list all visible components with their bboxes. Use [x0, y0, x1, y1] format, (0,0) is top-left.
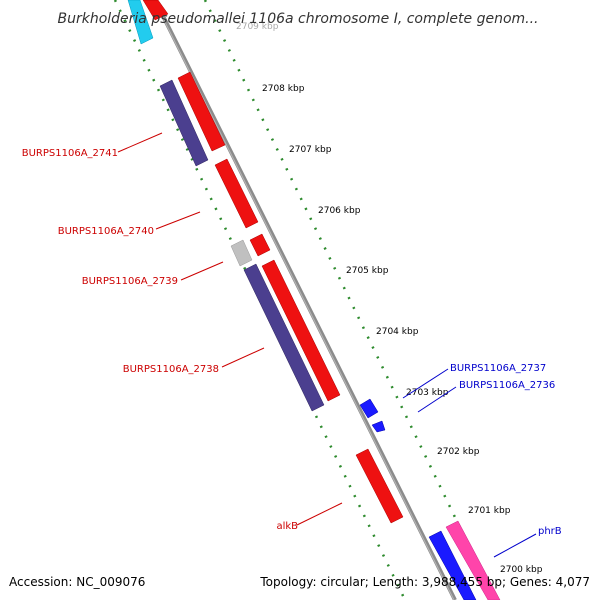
- gene-feature[interactable]: [249, 233, 271, 257]
- scale-label-2706: 2706 kbp: [318, 206, 361, 216]
- scale-label-2702: 2702 kbp: [437, 447, 480, 457]
- scale-labels: 2709 kbp 2708 kbp 2707 kbp 2706 kbp 2705…: [236, 22, 543, 575]
- scale-label-2705: 2705 kbp: [346, 266, 389, 276]
- map-title: Burkholderia pseudomallei 1106a chromoso…: [57, 11, 538, 27]
- gene-track-forward: [142, 0, 501, 600]
- inner-tick-track: [113, 0, 407, 600]
- scale-label-2701: 2701 kbp: [468, 506, 511, 516]
- gene-label[interactable]: BURPS1106A_2739: [82, 276, 178, 287]
- gene-feature[interactable]: [355, 448, 404, 524]
- gene-feature[interactable]: [159, 79, 209, 167]
- outer-tick-track: [203, 0, 497, 600]
- gene-label[interactable]: alkB: [276, 521, 298, 532]
- gene-label[interactable]: BURPS1106A_2736: [459, 380, 555, 391]
- gene-labels: BURPS1106A_2741 BURPS1106A_2740 BURPS110…: [22, 148, 562, 537]
- scale-label-2707: 2707 kbp: [289, 145, 332, 155]
- gene-label[interactable]: BURPS1106A_2737: [450, 363, 546, 374]
- gene-feature[interactable]: [261, 259, 341, 402]
- scale-label-2700: 2700 kbp: [500, 565, 543, 575]
- chromosome-backbone-shade: [153, 0, 455, 600]
- genome-summary-text: Topology: circular; Length: 3,988,455 bp…: [259, 575, 590, 589]
- gene-track-reverse: [127, 0, 477, 600]
- gene-feature[interactable]: [230, 239, 253, 267]
- accession-text: Accession: NC_009076: [9, 575, 145, 589]
- gene-label[interactable]: phrB: [538, 526, 562, 537]
- label-connectors: [117, 132, 537, 558]
- gene-feature[interactable]: [371, 420, 386, 433]
- gene-label[interactable]: BURPS1106A_2741: [22, 148, 118, 159]
- gene-feature[interactable]: [445, 520, 501, 600]
- gene-feature[interactable]: [177, 71, 226, 152]
- gene-feature[interactable]: [428, 530, 477, 600]
- scale-label-2704: 2704 kbp: [376, 327, 419, 337]
- gene-label[interactable]: BURPS1106A_2740: [58, 226, 154, 237]
- gene-feature[interactable]: [142, 0, 169, 21]
- gene-label[interactable]: BURPS1106A_2738: [123, 364, 219, 375]
- gene-feature[interactable]: [214, 158, 259, 229]
- gene-feature[interactable]: [243, 263, 325, 412]
- gene-feature[interactable]: [127, 0, 154, 45]
- chromosome-backbone: [153, 0, 457, 600]
- scale-label-2709: 2709 kbp: [236, 22, 279, 32]
- scale-label-2708: 2708 kbp: [262, 84, 305, 94]
- scale-label-2703: 2703 kbp: [406, 388, 449, 398]
- gene-feature[interactable]: [359, 398, 379, 419]
